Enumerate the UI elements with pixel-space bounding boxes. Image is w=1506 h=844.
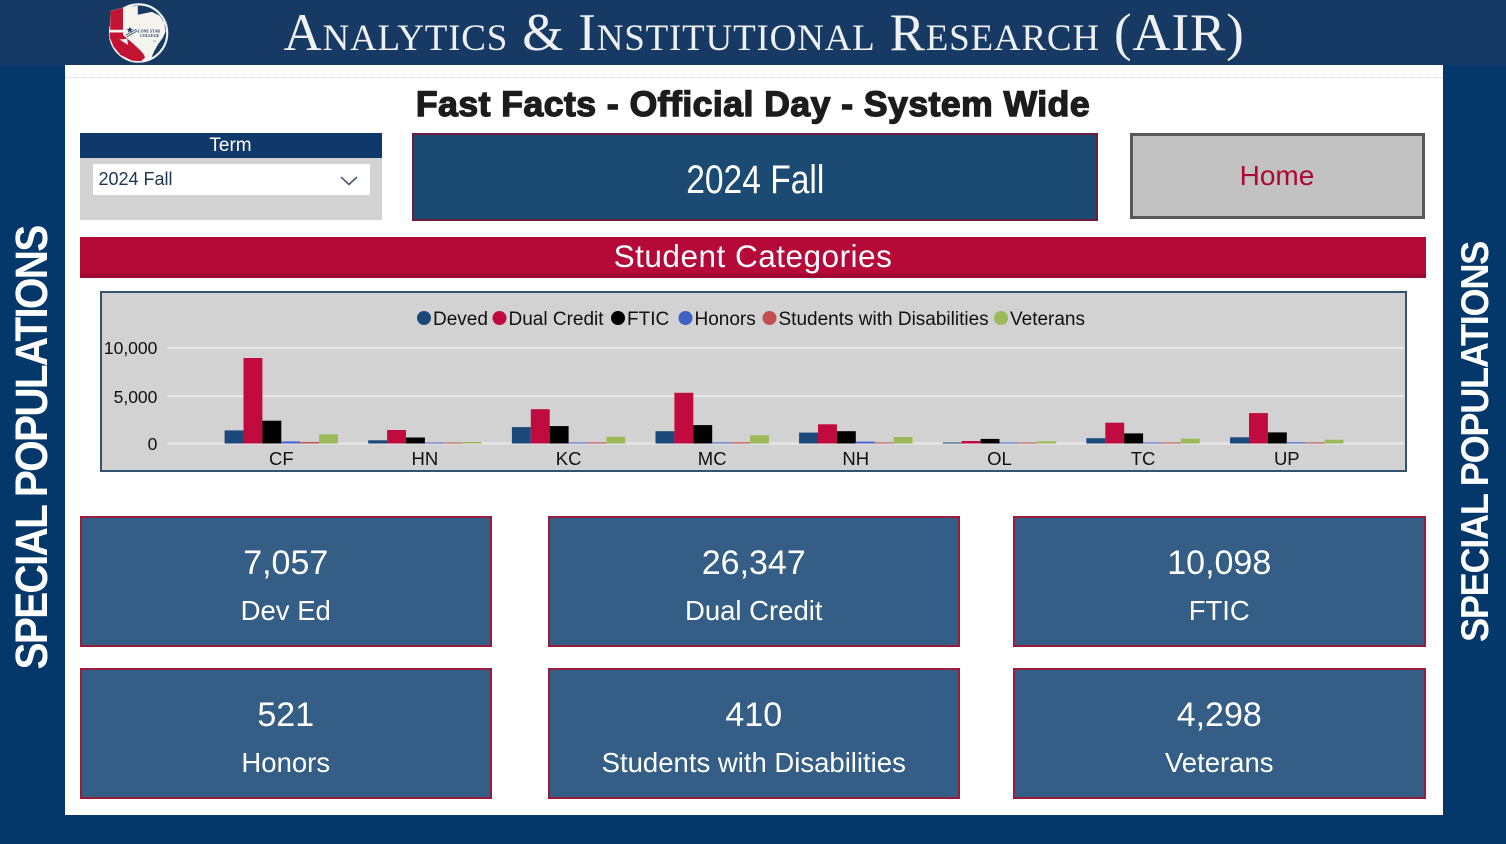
svg-text:CF: CF	[269, 448, 294, 469]
svg-text:Deved: Deved	[433, 309, 488, 330]
svg-text:Honors: Honors	[695, 309, 756, 330]
svg-text:Students with Disabilities: Students with Disabilities	[779, 309, 989, 330]
svg-text:Veterans: Veterans	[1010, 309, 1085, 330]
svg-text:0: 0	[148, 434, 158, 454]
svg-text:HN: HN	[412, 448, 439, 469]
svg-text:NH: NH	[842, 448, 869, 469]
svg-text:LONE STAR: LONE STAR	[138, 30, 160, 34]
svg-text:FTIC: FTIC	[627, 309, 669, 330]
svg-text:UP: UP	[1274, 448, 1300, 469]
svg-text:MC: MC	[698, 448, 727, 469]
svg-text:COLLEGE: COLLEGE	[140, 34, 160, 38]
svg-text:™: ™	[153, 40, 156, 44]
svg-text:KC: KC	[556, 448, 582, 469]
svg-text:10,000: 10,000	[104, 338, 158, 358]
svg-text:TC: TC	[1131, 448, 1156, 469]
svg-text:OL: OL	[987, 448, 1012, 469]
svg-text:Dual Credit: Dual Credit	[509, 309, 605, 330]
svg-text:5,000: 5,000	[114, 387, 158, 407]
